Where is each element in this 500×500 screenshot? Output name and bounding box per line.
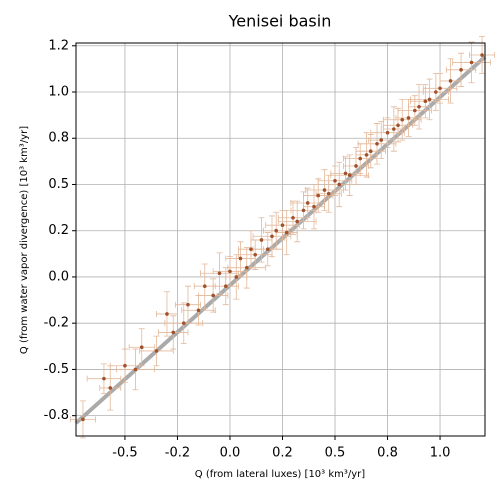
point: [347, 173, 352, 178]
point: [291, 215, 295, 220]
point: [259, 238, 264, 242]
chart-title: Yenisei basin: [228, 12, 332, 31]
point: [181, 321, 186, 325]
y-tick-label: -0.5: [44, 362, 69, 377]
point: [165, 312, 169, 316]
point: [469, 60, 474, 65]
y-tick-label: 0.2: [48, 223, 69, 238]
point: [295, 219, 300, 224]
y-tick-label: 0.5: [48, 177, 69, 192]
x-tick-label: -0.2: [165, 446, 190, 461]
point: [108, 386, 113, 390]
point: [385, 130, 390, 135]
plot-frame: [75, 42, 486, 437]
point: [223, 284, 228, 288]
point: [217, 271, 222, 276]
x-tick-label: 0.8: [377, 446, 398, 461]
point: [448, 79, 453, 83]
point: [139, 345, 144, 350]
y-tick-label: 1.2: [48, 38, 69, 53]
point: [211, 293, 215, 298]
point: [81, 417, 85, 422]
x-axis-label: Q (from lateral luxes) [10³ km³/yr]: [195, 469, 365, 480]
point: [316, 193, 321, 198]
x-tick-label: 0.2: [272, 446, 293, 461]
point: [396, 123, 400, 128]
point: [459, 68, 463, 72]
point: [417, 105, 421, 109]
point: [238, 256, 243, 261]
point: [253, 252, 257, 257]
x-tick-label: -0.5: [112, 446, 137, 461]
point: [375, 141, 379, 146]
y-tick-label: -0.2: [44, 316, 69, 331]
point: [228, 269, 232, 274]
point: [234, 275, 239, 279]
point: [265, 247, 270, 252]
point: [413, 108, 417, 113]
point: [312, 204, 316, 209]
point: [270, 234, 274, 239]
point: [322, 188, 327, 192]
point: [274, 228, 278, 233]
point: [202, 284, 207, 288]
point: [280, 223, 285, 227]
point: [333, 178, 337, 183]
point: [364, 153, 369, 157]
point: [427, 97, 432, 102]
point: [305, 201, 310, 205]
x-tick-label: 1.0: [430, 446, 451, 461]
point: [379, 138, 384, 142]
point: [358, 156, 363, 161]
point: [133, 367, 138, 372]
point: [186, 302, 190, 307]
point: [123, 363, 127, 368]
point: [406, 116, 411, 120]
point: [196, 308, 201, 313]
point: [337, 182, 342, 187]
y-tick-label: 0.0: [48, 269, 69, 284]
y-tick-label: 0.8: [48, 131, 69, 146]
point: [154, 349, 159, 353]
point: [284, 230, 289, 235]
x-tick-label: 0.5: [325, 446, 346, 461]
point: [301, 208, 306, 213]
point: [326, 191, 331, 196]
point: [434, 90, 438, 94]
y-axis-label: Q (from water vapor divergence) [10³ km³…: [19, 126, 30, 354]
point: [480, 53, 484, 57]
y-tick-label: 1.0: [48, 85, 69, 100]
point: [400, 117, 405, 122]
point: [423, 99, 428, 104]
y-tick-label: -0.8: [44, 408, 69, 423]
x-tick-label: 0.0: [220, 446, 241, 461]
point: [244, 265, 249, 270]
point: [354, 164, 358, 168]
point: [171, 330, 176, 335]
point: [102, 376, 106, 381]
point: [438, 86, 442, 91]
point: [343, 171, 348, 176]
point: [368, 149, 373, 153]
point: [392, 127, 396, 131]
point: [249, 247, 253, 252]
